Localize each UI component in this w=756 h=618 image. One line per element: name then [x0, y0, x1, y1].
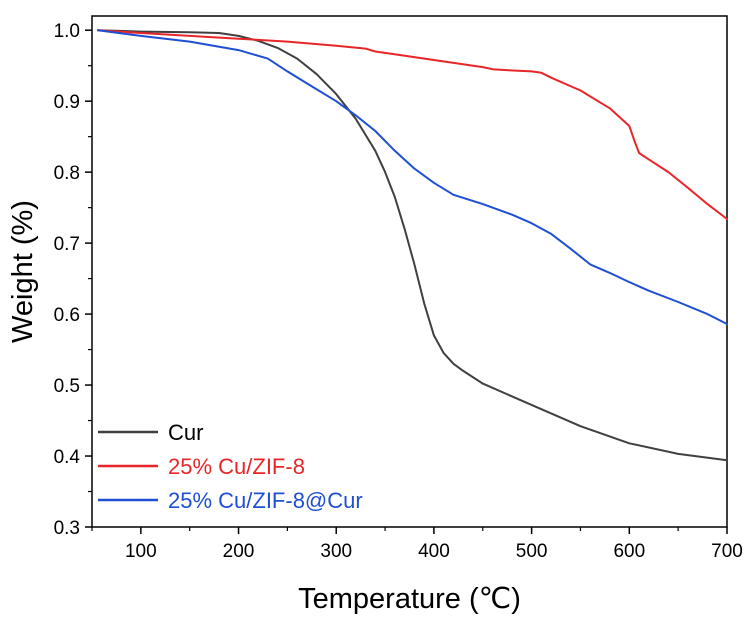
series-line-1 [96, 29, 728, 220]
x-tick-label: 500 [516, 541, 548, 562]
y-tick-label: 0.8 [54, 163, 80, 184]
x-tick-label: 300 [320, 541, 352, 562]
series-line-0 [96, 29, 728, 462]
y-tick-label: 1.0 [54, 21, 80, 42]
plot-area [91, 15, 728, 528]
legend-label: 25% Cu/ZIF-8 [168, 454, 305, 479]
x-tick-label: 400 [418, 541, 450, 562]
y-axis-title: Weight (%) [7, 200, 39, 343]
x-axis-ticks: 100 200 300 400 500 600 700 [91, 527, 743, 562]
x-tick-label: 100 [125, 541, 157, 562]
series-line-2 [96, 29, 728, 325]
y-tick-label: 0.7 [54, 234, 80, 255]
series-lines [96, 29, 728, 462]
y-tick-label: 0.9 [54, 92, 80, 113]
legend-label: Cur [168, 420, 203, 445]
y-tick-label: 0.4 [54, 447, 81, 468]
legend-label: 25% Cu/ZIF-8@Cur [168, 488, 363, 513]
plot-frame [91, 15, 728, 528]
y-axis-ticks: 0.3 0.4 0.5 0.6 0.7 0.8 0.9 1.0 [54, 21, 92, 539]
x-tick-label: 700 [711, 541, 743, 562]
x-tick-label: 200 [223, 541, 255, 562]
x-axis-title: Temperature (℃) [298, 583, 521, 615]
legend: Cur 25% Cu/ZIF-8 25% Cu/ZIF-8@Cur [98, 420, 363, 513]
y-tick-label: 0.3 [54, 518, 80, 539]
y-tick-label: 0.6 [54, 305, 80, 326]
y-tick-label: 0.5 [54, 376, 80, 397]
x-tick-label: 600 [613, 541, 645, 562]
